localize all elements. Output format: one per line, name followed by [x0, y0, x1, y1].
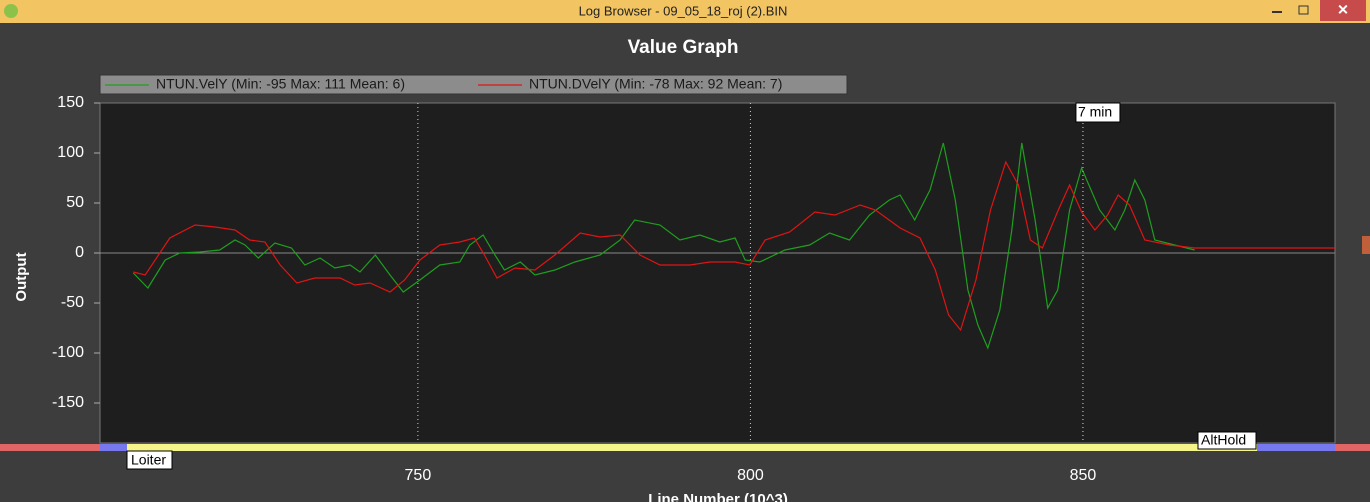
x-tick-label: 750	[405, 467, 432, 484]
mode-bar-segment	[0, 444, 100, 451]
plot-lines	[132, 142, 1335, 350]
window-title: Log Browser - 09_05_18_roj (2).BIN	[579, 3, 788, 18]
maximize-button[interactable]	[1298, 5, 1309, 15]
close-icon: ✕	[1337, 2, 1349, 18]
close-button[interactable]	[1320, 0, 1366, 21]
mode-label-box	[126, 450, 173, 470]
legend	[99, 74, 848, 95]
annotation-box	[1075, 102, 1121, 123]
y-tick-label: -150	[52, 394, 84, 411]
y-tick-label: -50	[61, 294, 84, 311]
mode-bar-segment	[1335, 444, 1370, 451]
legend-label: NTUN.VelY (Min: -95 Max: 111 Mean: 6)	[156, 76, 405, 92]
y-tick-label: -100	[52, 344, 84, 361]
mode-bar-segment	[100, 444, 127, 451]
chart-title: Value Graph	[628, 37, 739, 58]
y-tick-label: 50	[66, 194, 84, 211]
mode-label: Loiter	[131, 452, 166, 468]
x-axis-label: Line Number (10^3)	[648, 491, 788, 502]
mode-label: AltHold	[1201, 432, 1246, 448]
mode-bar-segment	[127, 444, 1257, 451]
y-axis-label: Output	[13, 252, 30, 301]
plot-area	[99, 102, 1336, 444]
legend-label: NTUN.DVelY (Min: -78 Max: 92 Mean: 7)	[529, 76, 782, 92]
minimize-button[interactable]	[1272, 11, 1282, 13]
x-tick-label: 800	[737, 467, 764, 484]
title-bar	[0, 0, 1370, 23]
series-line	[133, 160, 1335, 332]
y-tick-label: 150	[57, 94, 84, 111]
mode-bar-segment	[1257, 444, 1335, 451]
y-tick-label: 0	[75, 244, 84, 261]
annotation-label: 7 min	[1078, 104, 1112, 120]
y-tick-label: 100	[57, 144, 84, 161]
series-line	[132, 142, 1195, 350]
app-icon	[4, 4, 18, 18]
mode-label-box	[1197, 431, 1257, 450]
scroll-marker	[1362, 236, 1370, 254]
x-tick-label: 850	[1070, 467, 1097, 484]
